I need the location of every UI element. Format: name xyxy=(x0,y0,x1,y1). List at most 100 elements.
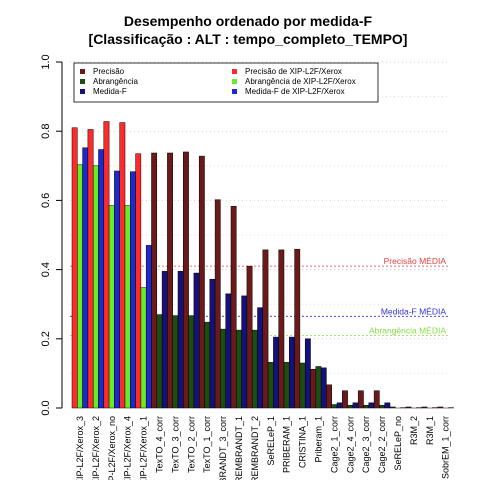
category-label-1: XIP-L2F/Xerox_2 xyxy=(91,416,101,480)
category-label-12: SeRELeP_1 xyxy=(266,416,276,466)
bar-2-14 xyxy=(304,338,311,409)
legend-box xyxy=(73,62,379,103)
bar-2-0 xyxy=(82,147,89,409)
bar-2-17 xyxy=(352,402,359,409)
legend-highlight-label-1: Abrangência de XIP-L2F/Xerox xyxy=(245,77,356,86)
reference-label-1: Medida-F MÉDIA xyxy=(381,306,447,316)
bar-0-21 xyxy=(405,406,412,409)
gridlines xyxy=(70,61,450,374)
legend-label-2: Medida-F xyxy=(93,87,127,96)
bar-0-23 xyxy=(437,406,444,409)
bar-2-11 xyxy=(257,307,264,409)
category-label-15: Priberam_1 xyxy=(313,416,323,463)
legend-highlight-swatch-1 xyxy=(232,79,237,84)
bar-1-3 xyxy=(124,205,131,409)
y-tick-label-2: 0.4 xyxy=(40,262,52,277)
bar-0-16 xyxy=(326,384,332,409)
bar-1-15 xyxy=(315,366,322,409)
bar-2-6 xyxy=(177,271,184,409)
bar-0-13 xyxy=(278,249,285,409)
bar-0-17 xyxy=(342,390,348,409)
chart-title-line1: Desempenho ordenado por medida-F xyxy=(124,13,373,29)
category-label-11: REMBRANDT_2 xyxy=(250,416,260,480)
bar-0-9 xyxy=(214,199,221,409)
bar-1-12 xyxy=(267,362,274,409)
category-label-14: CRISTINA_1 xyxy=(298,416,308,468)
legend-swatch-0 xyxy=(80,69,85,74)
bar-2-16 xyxy=(336,402,343,409)
bar-1-13 xyxy=(283,362,290,409)
bar-2-1 xyxy=(98,149,105,409)
bar-2-19 xyxy=(384,402,391,409)
category-label-16: Cage2_1_corr xyxy=(329,416,339,473)
category-label-17: Cage2_4_corr xyxy=(345,416,355,473)
bar-0-7 xyxy=(183,151,189,409)
bar-1-16 xyxy=(331,404,338,409)
bar-0-15 xyxy=(310,368,317,409)
category-label-5: TexTO_4_corr xyxy=(154,416,164,473)
bar-2-8 xyxy=(209,279,216,409)
legend-label-1: Abrangência xyxy=(93,77,138,86)
category-label-23: SobrEM_1_corr xyxy=(441,416,451,479)
bar-2-7 xyxy=(193,272,200,409)
bar-0-12 xyxy=(262,249,269,409)
y-tick-label-4: 0.8 xyxy=(40,124,52,139)
category-label-3: XIP-L2F/Xerox_4 xyxy=(123,416,133,480)
y-tick-label-0: 0.0 xyxy=(40,400,52,415)
bar-1-2 xyxy=(108,205,115,409)
bar-1-18 xyxy=(363,404,370,409)
legend-highlight-swatch-0 xyxy=(232,69,237,74)
bar-1-17 xyxy=(347,404,354,409)
y-tick-label-5: 1.0 xyxy=(40,54,52,69)
category-label-10: REMBRANDT_1 xyxy=(234,416,244,480)
bar-2-10 xyxy=(241,295,248,409)
bar-0-22 xyxy=(421,406,428,409)
category-label-19: Cage2_2_corr xyxy=(377,416,387,473)
category-label-22: R3M_1 xyxy=(425,416,435,445)
bar-2-3 xyxy=(130,171,136,409)
y-tick-label-1: 0.2 xyxy=(40,331,52,346)
bar-0-18 xyxy=(357,390,364,409)
bar-1-6 xyxy=(172,315,179,409)
bar-1-5 xyxy=(156,314,163,409)
category-label-2: XIP-L2F/Xerox_no xyxy=(107,416,117,480)
category-label-18: Cage2_3_corr xyxy=(361,416,371,473)
bar-0-11 xyxy=(246,265,253,409)
reference-label-0: Precisão MÉDIA xyxy=(384,256,447,266)
bar-0-20 xyxy=(389,406,396,409)
bar-0-19 xyxy=(373,390,380,409)
legend-swatch-1 xyxy=(80,79,85,84)
bar-1-19 xyxy=(379,404,385,409)
legend-highlight-label-2: Medida-F de XIP-L2F/Xerox xyxy=(245,87,345,96)
legend-label-0: Precisão xyxy=(93,67,125,76)
bar-0-6 xyxy=(167,152,173,409)
bar-1-4 xyxy=(140,287,147,409)
category-label-4: XIP-L2F/Xerox_1 xyxy=(139,416,149,480)
bar-0-10 xyxy=(230,206,237,409)
bar-0-0 xyxy=(71,127,78,409)
x-axis-labels: XIP-L2F/Xerox_3 XIP-L2F/Xerox_2 XIP-L2F/Xe… xyxy=(75,416,451,480)
reference-label-2: Abrangência MÉDIA xyxy=(369,325,446,335)
bar-2-9 xyxy=(225,293,232,409)
legend-swatch-2 xyxy=(80,89,85,94)
bar-1-7 xyxy=(188,315,195,409)
category-label-8: TexTO_1_corr xyxy=(202,416,212,473)
category-label-7: TexTO_2_corr xyxy=(186,416,196,473)
bar-0-5 xyxy=(151,152,158,409)
y-axis: 0.0 0.2 0.4 0.6 0.8 1.0 xyxy=(40,54,63,416)
category-label-21: R3M_2 xyxy=(409,416,419,445)
legend-highlight-swatch-2 xyxy=(232,89,237,94)
category-label-0: XIP-L2F/Xerox_3 xyxy=(75,416,85,480)
category-label-9: REMBRANDT_3_corr xyxy=(218,416,228,480)
bar-0-8 xyxy=(198,155,205,409)
bar-2-2 xyxy=(114,170,120,409)
bar-2-15 xyxy=(320,367,327,409)
legend-highlight-label-0: Precisão de XIP-L2F/Xerox xyxy=(245,67,342,76)
category-label-20: SeRELeP_no xyxy=(393,416,403,471)
bar-1-9 xyxy=(220,328,226,409)
bar-2-4 xyxy=(145,245,152,409)
bar-2-5 xyxy=(161,271,168,409)
bar-1-11 xyxy=(251,329,258,409)
bar-1-14 xyxy=(299,362,306,409)
